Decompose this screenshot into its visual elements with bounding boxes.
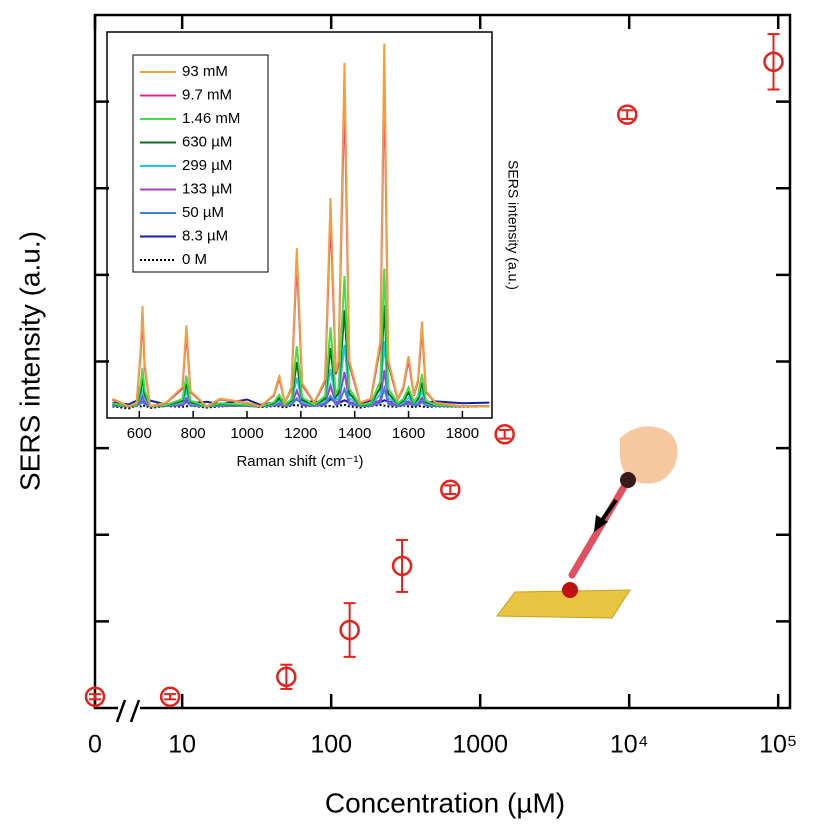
data-point — [84, 686, 106, 707]
data-point — [494, 424, 515, 445]
data-point — [616, 104, 638, 125]
axis-break-mark — [129, 699, 141, 723]
inset-x-tick-label: 1000 — [230, 425, 263, 442]
droplet — [562, 582, 578, 598]
illustration — [496, 426, 678, 619]
spectrum-line — [111, 43, 490, 408]
x-axis-title: Concentration (µM) — [325, 787, 565, 818]
legend-label: 93 mM — [182, 63, 228, 80]
inset-y-axis-title: SERS intensity (a.u.) — [505, 160, 521, 290]
data-point — [339, 619, 360, 641]
x-tick-label: 0 — [88, 731, 102, 759]
x-tick-label: 10⁴ — [610, 731, 649, 759]
pipette-bulb — [620, 472, 636, 488]
x-tick-label: 10 — [168, 731, 196, 759]
legend-label: 9.7 mM — [182, 86, 232, 103]
legend-label: 133 µM — [182, 180, 232, 197]
x-tick-label: 100 — [310, 731, 352, 759]
data-point — [391, 555, 413, 577]
inset-x-tick-label: 1600 — [392, 425, 425, 442]
axis-break-mark — [115, 699, 127, 723]
legend-label: 630 µM — [182, 133, 232, 150]
data-point — [440, 479, 461, 500]
legend-label: 0 M — [182, 251, 207, 268]
substrate — [496, 589, 631, 619]
x-tick-label: 10⁵ — [759, 731, 797, 759]
data-point — [276, 666, 297, 688]
legend-label: 299 µM — [182, 157, 232, 174]
inset-x-tick-label: 600 — [127, 425, 152, 442]
spectrum-line — [112, 268, 490, 408]
inset-x-tick-label: 1400 — [338, 425, 371, 442]
x-tick-label: 1000 — [452, 731, 508, 759]
data-point — [763, 51, 784, 73]
legend-label: 1.46 mM — [182, 110, 240, 127]
arrow-head — [594, 515, 608, 532]
inset-x-tick-label: 1800 — [446, 425, 479, 442]
hand — [620, 426, 678, 484]
inset-x-axis-title: Raman shift (cm⁻¹) — [236, 453, 363, 470]
data-point — [159, 686, 181, 707]
legend-label: 8.3 µM — [182, 227, 228, 244]
legend-label: 50 µM — [182, 204, 224, 221]
inset-x-tick-label: 800 — [181, 425, 206, 442]
y-axis-title: SERS intensity (a.u.) — [14, 231, 45, 491]
inset-x-tick-label: 1200 — [284, 425, 317, 442]
